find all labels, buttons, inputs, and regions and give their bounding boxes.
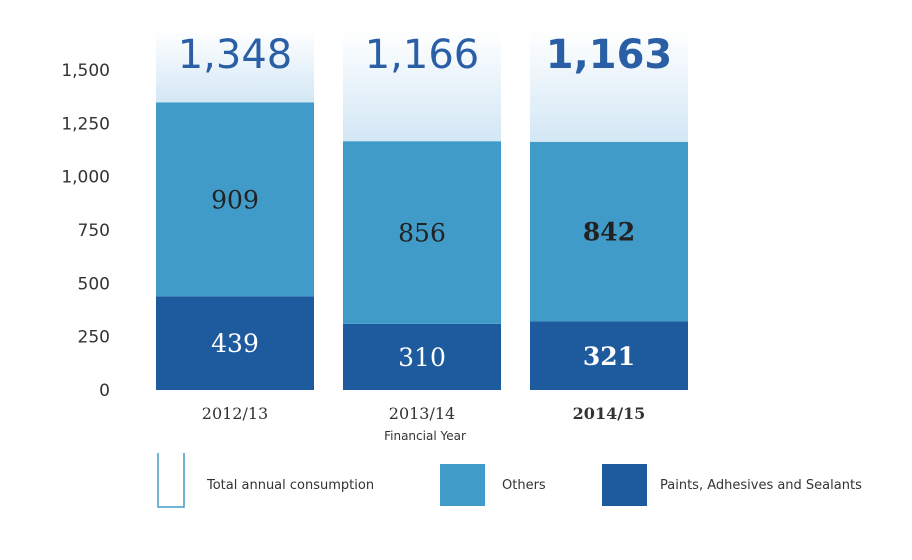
total-value-label: 1,166 — [365, 32, 480, 78]
legend-swatch-paints-adhesives — [602, 464, 647, 506]
y-tick-label: 1,500 — [61, 61, 110, 81]
legend-swatch-others — [440, 464, 485, 506]
paints-adhesives-value-label: 321 — [583, 342, 635, 371]
others-bar-segment — [343, 141, 501, 324]
others-value-label: 909 — [211, 185, 259, 214]
x-axis-title: Financial Year — [384, 429, 466, 443]
paints-adhesives-value-label: 310 — [398, 343, 446, 372]
others-value-label: 842 — [583, 218, 635, 247]
others-bar-segment — [156, 102, 314, 297]
y-tick-label: 750 — [78, 221, 110, 241]
legend-swatch-total-outline — [157, 453, 185, 508]
y-tick-label: 1,250 — [61, 114, 110, 134]
y-tick-label: 1,000 — [61, 168, 110, 188]
total-value-label: 1,348 — [178, 32, 293, 78]
total-gradient-cap — [530, 30, 688, 142]
legend-label-others: Others — [502, 478, 546, 493]
total-value-label: 1,163 — [546, 32, 673, 78]
paints-adhesives-value-label: 439 — [211, 329, 259, 358]
x-category-label: 2013/14 — [389, 404, 455, 423]
y-tick-label: 500 — [78, 274, 110, 294]
y-tick-label: 250 — [78, 328, 110, 348]
legend-label-paints-adhesives: Paints, Adhesives and Sealants — [660, 478, 862, 493]
paints-adhesives-bar-segment — [343, 323, 501, 390]
total-gradient-cap — [156, 30, 314, 103]
x-category-label: 2012/13 — [202, 404, 268, 423]
others-value-label: 856 — [398, 219, 446, 248]
others-bar-segment — [530, 141, 688, 322]
paints-adhesives-bar-segment — [156, 296, 314, 390]
paints-adhesives-bar-segment — [530, 321, 688, 390]
x-category-label: 2014/15 — [573, 404, 646, 423]
legend-label-total: Total annual consumption — [206, 478, 374, 493]
total-gradient-cap — [343, 30, 501, 142]
y-tick-label: 0 — [99, 381, 110, 401]
